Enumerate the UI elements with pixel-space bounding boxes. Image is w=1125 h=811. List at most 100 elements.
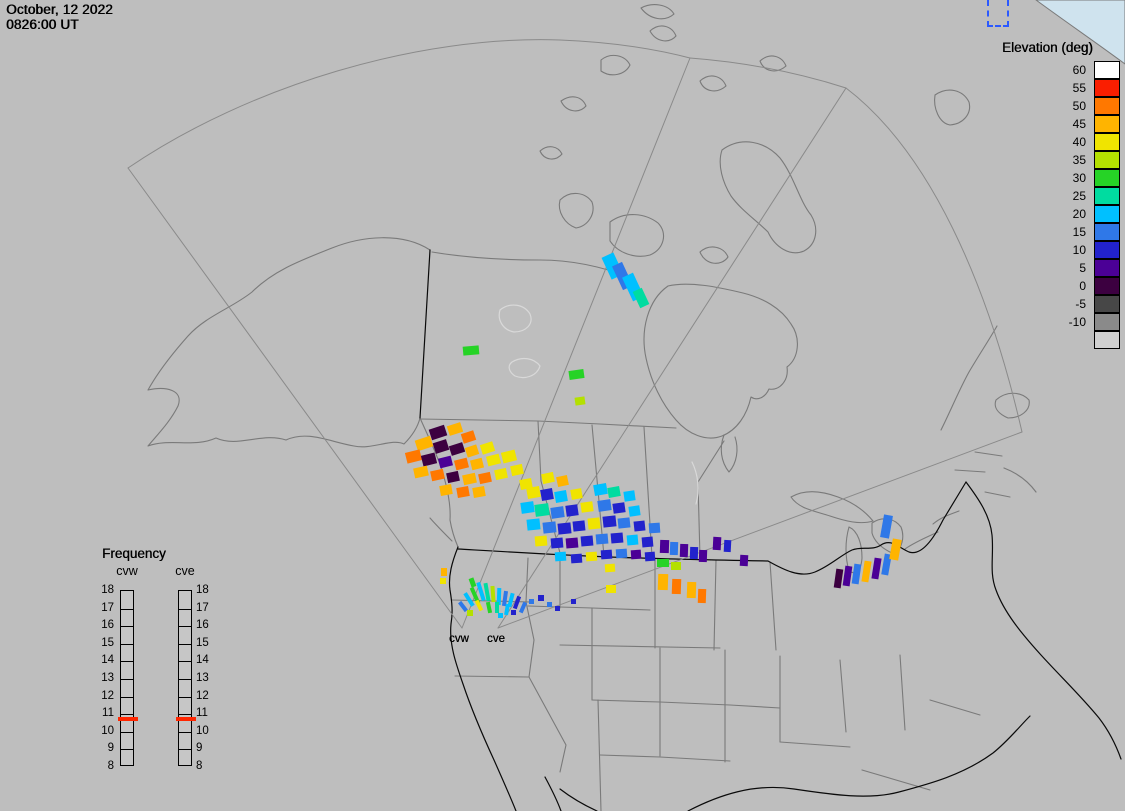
elevation-color-swatch [1094, 241, 1120, 259]
elevation-legend-row: 55 [1002, 79, 1120, 97]
time-label: 0826:00 UT [6, 16, 79, 32]
freq-tick-label: 10 [196, 724, 209, 737]
dashed-blue-box [987, 0, 1009, 27]
freq-tick-line [121, 714, 133, 716]
elevation-legend-row: -10 [1002, 313, 1120, 331]
elevation-tick-label: 40 [1072, 135, 1086, 149]
freq-tick-line [179, 643, 191, 645]
elevation-legend-row: 30 [1002, 169, 1120, 187]
elevation-color-swatch [1094, 187, 1120, 205]
freq-tick-line [179, 731, 191, 733]
freq-tick-label: 14 [196, 654, 209, 667]
elevation-tick-label: 15 [1072, 225, 1086, 239]
freq-tick-label: 15 [196, 636, 209, 649]
elevation-tick-label: 5 [1079, 261, 1086, 275]
freq-tick-label: 11 [102, 707, 114, 720]
freq-tick-label: 8 [196, 760, 203, 772]
elevation-tick-label: 0 [1079, 279, 1086, 293]
freq-tick-label: 8 [107, 760, 114, 772]
freq-tick-label: 17 [101, 601, 114, 614]
elevation-color-swatch [1094, 277, 1120, 295]
elevation-tick-label: 20 [1072, 207, 1086, 221]
elevation-legend-row: 10 [1002, 241, 1120, 259]
elevation-color-swatch [1094, 115, 1120, 133]
freq-current-marker-cvw [118, 716, 138, 721]
freq-scale-bar-cve [176, 590, 196, 766]
freq-tick-line [179, 661, 191, 663]
radar-site-label-cvw: cvw [449, 633, 469, 645]
elevation-legend-row: 60 [1002, 61, 1120, 79]
freq-tick-label: 10 [101, 724, 114, 737]
timestamp: October, 12 2022 0826:00 UT [6, 2, 113, 33]
elevation-tick-label: 45 [1072, 117, 1086, 131]
elevation-color-swatch [1094, 79, 1120, 97]
freq-tick-line [179, 626, 191, 628]
elevation-color-swatch [1094, 205, 1120, 223]
frequency-legend: Frequency cvw 18 17 16 15 14 13 12 11 10 9 8 cve 18 17… [84, 546, 244, 786]
freq-tick-label: 18 [196, 584, 209, 596]
elevation-color-swatch [1094, 169, 1120, 187]
elevation-legend-row: -5 [1002, 295, 1120, 313]
frequency-legend-title: Frequency [102, 546, 166, 561]
freq-scale-bar-cvw [118, 590, 138, 766]
freq-tick-label: 13 [196, 672, 209, 684]
freq-tick-line [179, 608, 191, 610]
freq-tick-line [121, 696, 133, 698]
freq-tick-label: 17 [196, 601, 209, 614]
elevation-tick-label: 60 [1072, 63, 1086, 77]
radar-site-label-cve: cve [487, 633, 505, 645]
date-label: October, 12 2022 [6, 2, 113, 17]
elevation-legend-row: 40 [1002, 133, 1120, 151]
freq-tick-line [121, 679, 133, 680]
freq-tick-label: 16 [196, 619, 209, 632]
freq-tick-label: 9 [196, 742, 203, 755]
freq-tick-line [179, 679, 191, 680]
elevation-legend-row: 0 [1002, 277, 1120, 295]
elevation-legend: Elevation (deg) 60 55 50 45 40 35 30 25 20 15 10 5 0… [1002, 40, 1120, 349]
freq-tick-label: 11 [196, 707, 208, 720]
elevation-tick-label: -5 [1075, 297, 1086, 311]
freq-column-header-cvw: cvw [116, 564, 138, 578]
freq-tick-line [121, 749, 133, 751]
freq-tick-label: 18 [101, 584, 114, 596]
elevation-legend-row: 20 [1002, 205, 1120, 223]
elevation-color-swatch [1094, 151, 1120, 169]
freq-tick-line [179, 749, 191, 751]
radar-fov-outline [127, 39, 1023, 629]
elevation-tick-label: 25 [1072, 189, 1086, 203]
freq-tick-label: 9 [107, 742, 114, 755]
freq-tick-label: 12 [196, 689, 209, 702]
elevation-tick-label: 55 [1072, 81, 1086, 95]
freq-tick-label: 16 [101, 619, 114, 632]
elevation-legend-row: 5 [1002, 259, 1120, 277]
elevation-tick-label: 50 [1072, 99, 1086, 113]
elevation-legend-row: 50 [1002, 97, 1120, 115]
elevation-color-swatch [1094, 331, 1120, 349]
elevation-tick-label: 30 [1072, 171, 1086, 185]
elevation-color-swatch [1094, 133, 1120, 151]
freq-tick-line [121, 643, 133, 645]
freq-column-header-cve: cve [175, 564, 195, 578]
freq-tick-line [121, 731, 133, 733]
elevation-legend-row: 35 [1002, 151, 1120, 169]
freq-tick-label: 13 [101, 672, 114, 684]
freq-tick-line [179, 714, 191, 716]
elevation-tick-label: -10 [1068, 315, 1086, 329]
elevation-legend-row: 45 [1002, 115, 1120, 133]
elevation-legend-row [1002, 331, 1120, 349]
northern-lakes-outlines [498, 304, 699, 505]
elevation-colorbar: 60 55 50 45 40 35 30 25 20 15 10 5 0 -5 -10 [1002, 61, 1120, 349]
freq-tick-line [179, 696, 191, 698]
freq-tick-line [121, 608, 133, 610]
elevation-legend-row: 25 [1002, 187, 1120, 205]
elevation-legend-title: Elevation (deg) [1002, 40, 1093, 55]
elevation-color-swatch [1094, 61, 1120, 79]
freq-current-marker-cve [176, 716, 196, 721]
elevation-color-swatch [1094, 259, 1120, 277]
freq-tick-line [121, 626, 133, 628]
elevation-color-swatch [1094, 313, 1120, 331]
freq-tick-label: 14 [101, 654, 114, 667]
elevation-color-swatch [1094, 97, 1120, 115]
elevation-tick-label: 10 [1072, 243, 1086, 257]
